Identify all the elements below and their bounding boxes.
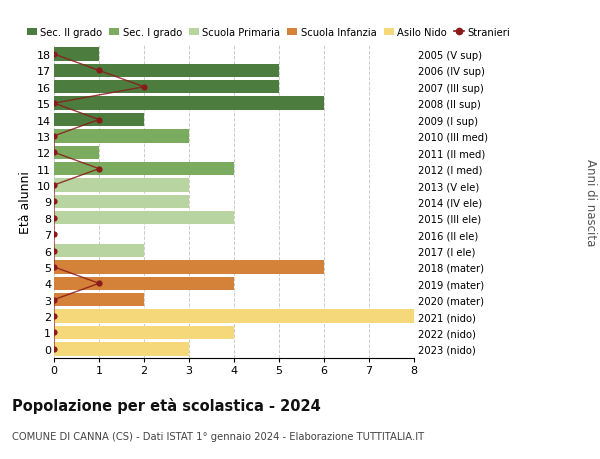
Bar: [54, 326, 234, 339]
Bar: [54, 244, 144, 257]
Bar: [54, 146, 99, 160]
Text: Anni di nascita: Anni di nascita: [584, 158, 597, 246]
Text: Popolazione per età scolastica - 2024: Popolazione per età scolastica - 2024: [12, 397, 321, 413]
Bar: [54, 212, 234, 225]
Bar: [54, 162, 234, 176]
Bar: [54, 113, 144, 127]
Bar: [54, 277, 234, 291]
Y-axis label: Età alunni: Età alunni: [19, 171, 32, 233]
Legend: Sec. II grado, Sec. I grado, Scuola Primaria, Scuola Infanzia, Asilo Nido, Stran: Sec. II grado, Sec. I grado, Scuola Prim…: [26, 28, 510, 38]
Bar: [54, 261, 324, 274]
Bar: [54, 342, 189, 356]
Bar: [54, 65, 279, 78]
Text: COMUNE DI CANNA (CS) - Dati ISTAT 1° gennaio 2024 - Elaborazione TUTTITALIA.IT: COMUNE DI CANNA (CS) - Dati ISTAT 1° gen…: [12, 431, 424, 442]
Bar: [54, 195, 189, 209]
Bar: [54, 179, 189, 192]
Bar: [54, 81, 279, 94]
Bar: [54, 48, 99, 62]
Bar: [54, 293, 144, 307]
Bar: [54, 310, 414, 323]
Bar: [54, 130, 189, 143]
Bar: [54, 97, 324, 111]
